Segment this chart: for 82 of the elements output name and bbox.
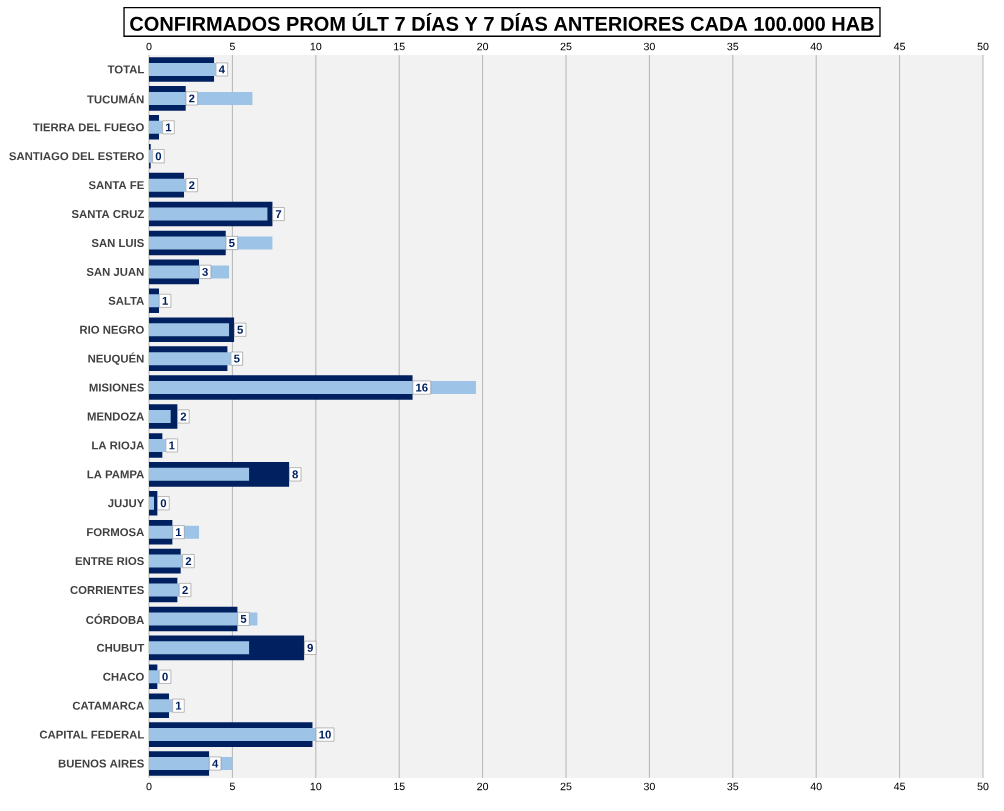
data-label: 2 bbox=[189, 94, 195, 103]
data-label: 2 bbox=[182, 586, 188, 594]
y-tick-label: TIERRA DEL FUEGO bbox=[32, 123, 144, 132]
data-label: 5 bbox=[240, 614, 247, 623]
bar bbox=[149, 467, 250, 481]
y-tick-label: BUENOS AIRES bbox=[58, 759, 144, 768]
data-label: 0 bbox=[162, 672, 168, 681]
x2-tick-label: 50 bbox=[977, 782, 989, 791]
x-tick-label: 35 bbox=[727, 42, 739, 51]
x2-tick-label: 35 bbox=[727, 782, 739, 791]
y-tick-label: SANTIAGO DEL ESTERO bbox=[9, 152, 144, 161]
data-label: 0 bbox=[160, 499, 167, 508]
data-label: 1 bbox=[165, 123, 172, 132]
x2-tick-label: 0 bbox=[146, 782, 152, 791]
data-label: 10 bbox=[319, 730, 331, 739]
data-label: 9 bbox=[307, 643, 313, 652]
y-tick-label: MENDOZA bbox=[87, 412, 144, 421]
y-tick-label: JUJUY bbox=[107, 499, 145, 508]
y-tick-label: CHACO bbox=[103, 672, 144, 681]
data-label: 3 bbox=[202, 267, 208, 276]
data-label: 2 bbox=[189, 181, 195, 190]
data-label: 0 bbox=[155, 152, 162, 161]
x-tick-label: 45 bbox=[893, 42, 906, 51]
bar bbox=[149, 120, 163, 134]
data-label: 5 bbox=[237, 325, 243, 334]
data-label: 1 bbox=[162, 296, 168, 305]
data-label: 4 bbox=[212, 759, 219, 768]
x-tick-label: 0 bbox=[146, 42, 152, 51]
bar bbox=[149, 207, 268, 221]
data-label: 7 bbox=[275, 210, 282, 218]
x-tick-label: 5 bbox=[229, 42, 235, 51]
y-tick-label: SAN LUIS bbox=[91, 238, 144, 247]
data-label: 2 bbox=[185, 557, 192, 566]
y-tick-label: LA PAMPA bbox=[87, 470, 144, 479]
x2-tick-label: 5 bbox=[229, 782, 235, 791]
x-tick-label: 30 bbox=[643, 42, 655, 51]
x-tick-label: 50 bbox=[977, 42, 989, 51]
y-tick-label: SANTA CRUZ bbox=[71, 210, 144, 219]
x2-tick-label: 10 bbox=[310, 782, 322, 791]
x2-tick-label: 45 bbox=[893, 782, 906, 791]
data-label: 1 bbox=[176, 701, 182, 710]
data-label: 2 bbox=[180, 412, 187, 421]
y-tick-label: CORRIENTES bbox=[70, 586, 144, 595]
x-tick-label: 25 bbox=[560, 42, 572, 51]
y-tick-label: ENTRE RIOS bbox=[75, 557, 144, 566]
x-tick-label: 15 bbox=[394, 42, 405, 51]
y-tick-label: CAPITAL FEDERAL bbox=[39, 730, 144, 739]
y-tick-label: TOTAL bbox=[107, 65, 144, 74]
y-tick-label: CATAMARCA bbox=[72, 701, 144, 710]
y-tick-label: RIO NEGRO bbox=[80, 325, 144, 334]
bar bbox=[149, 409, 171, 423]
data-label: 16 bbox=[416, 383, 428, 392]
x2-tick-label: 15 bbox=[394, 782, 405, 791]
x-tick-label: 20 bbox=[477, 42, 489, 51]
data-label: 8 bbox=[292, 470, 299, 479]
bar bbox=[149, 323, 230, 337]
chart-title: CONFIRMADOS PROM ÚLT 7 DÍAS Y 7 DÍAS ANTERIORES CADA 100.000 HAB bbox=[130, 13, 874, 31]
bar bbox=[149, 554, 183, 568]
data-label: 5 bbox=[234, 354, 240, 363]
y-tick-label: NEUQUÉN bbox=[88, 352, 144, 365]
y-tick-label: SALTA bbox=[108, 296, 144, 305]
bar bbox=[149, 236, 273, 250]
bar bbox=[149, 641, 250, 655]
data-label: 1 bbox=[176, 528, 182, 537]
x-tick-label: 40 bbox=[810, 42, 822, 51]
y-tick-label: LA RIOJA bbox=[92, 441, 144, 450]
y-tick-label: FORMOSA bbox=[87, 528, 144, 537]
y-tick-label: CÓRDOBA bbox=[86, 613, 144, 625]
y-tick-label: TUCUMÁN bbox=[87, 93, 144, 104]
x2-tick-label: 25 bbox=[560, 782, 572, 791]
y-tick-label: SANTA FE bbox=[88, 181, 144, 190]
y-tick-label: MISIONES bbox=[89, 383, 144, 392]
x2-tick-label: 20 bbox=[477, 782, 489, 791]
y-tick-label: CHUBUT bbox=[96, 643, 145, 652]
data-label: 5 bbox=[229, 239, 235, 247]
x-tick-label: 10 bbox=[310, 42, 322, 51]
bar bbox=[149, 381, 476, 395]
x2-tick-label: 30 bbox=[643, 782, 655, 791]
data-label: 1 bbox=[169, 441, 175, 450]
y-tick-label: SAN JUAN bbox=[86, 267, 144, 276]
x2-tick-label: 40 bbox=[810, 782, 822, 791]
data-label: 4 bbox=[218, 65, 225, 74]
